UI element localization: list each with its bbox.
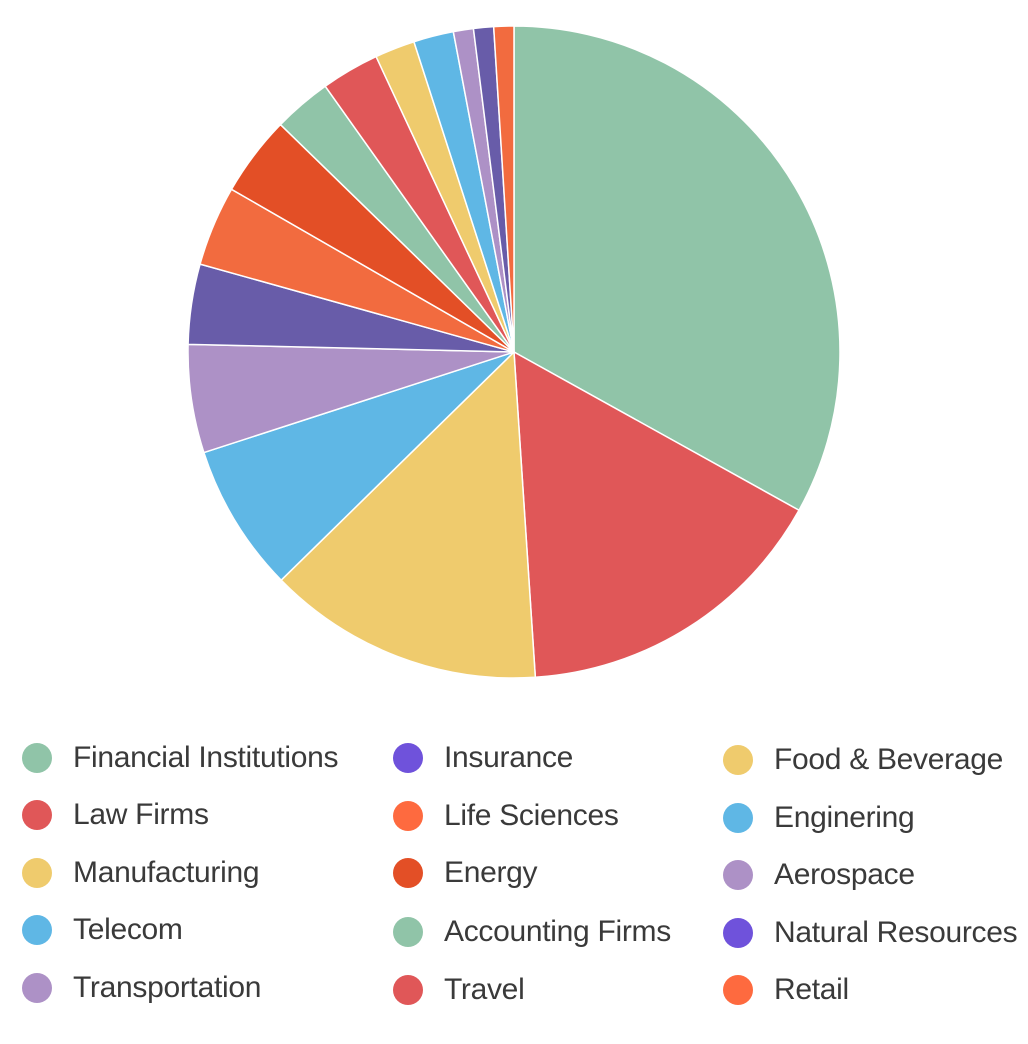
legend-swatch <box>22 858 52 888</box>
legend-item-transportation[interactable]: Transportation <box>22 968 261 1008</box>
legend-swatch <box>723 975 753 1005</box>
legend-label: Enginering <box>774 801 915 834</box>
pie-slice-telecom[interactable] <box>203 351 515 581</box>
legend-label: Travel <box>444 973 525 1006</box>
pie-slice-law-firms[interactable] <box>513 351 800 679</box>
legend-item-aerospace[interactable]: Aerospace <box>723 855 915 895</box>
legend-item-law-firms[interactable]: Law Firms <box>22 795 209 835</box>
legend-swatch <box>723 860 753 890</box>
legend-label: Telecom <box>73 913 183 946</box>
legend-swatch <box>723 803 753 833</box>
legend-item-energy[interactable]: Energy <box>393 853 538 893</box>
legend-swatch <box>22 973 52 1003</box>
pie-chart <box>187 25 841 679</box>
legend-label: Retail <box>774 973 849 1006</box>
legend-swatch <box>22 743 52 773</box>
pie-slice-manufacturing[interactable] <box>280 351 537 679</box>
legend-item-manufacturing[interactable]: Manufacturing <box>22 853 260 893</box>
legend-swatch <box>393 975 423 1005</box>
legend-item-retail[interactable]: Retail <box>723 970 849 1010</box>
legend-label: Transportation <box>73 971 262 1004</box>
legend-label: Energy <box>444 856 538 889</box>
legend-swatch <box>393 743 423 773</box>
pie-slice-financial-institutions[interactable] <box>513 25 841 512</box>
legend-label: Manufacturing <box>73 856 260 889</box>
legend-label: Aerospace <box>774 858 915 891</box>
legend-item-natural-resources[interactable]: Natural Resources <box>723 913 1018 953</box>
legend-item-enginering[interactable]: Enginering <box>723 798 915 838</box>
legend-swatch <box>22 915 52 945</box>
legend-swatch <box>393 858 423 888</box>
legend-item-food-beverage[interactable]: Food & Beverage <box>723 740 1003 780</box>
legend-item-travel[interactable]: Travel <box>393 970 525 1010</box>
legend-label: Insurance <box>444 741 574 774</box>
legend-swatch <box>22 800 52 830</box>
legend-item-insurance[interactable]: Insurance <box>393 738 573 778</box>
legend-swatch <box>393 917 423 947</box>
legend-swatch <box>723 918 753 948</box>
legend-swatch <box>393 801 423 831</box>
pie-slice-retail[interactable] <box>492 25 515 353</box>
legend-label: Natural Resources <box>774 916 1018 949</box>
legend-label: Accounting Firms <box>444 915 671 948</box>
legend-swatch <box>723 745 753 775</box>
legend-item-accounting-firms[interactable]: Accounting Firms <box>393 912 671 952</box>
legend-item-life-sciences[interactable]: Life Sciences <box>393 796 619 836</box>
legend-label: Law Firms <box>73 798 209 831</box>
legend-item-telecom[interactable]: Telecom <box>22 910 183 950</box>
legend-label: Financial Institutions <box>73 741 339 774</box>
legend-label: Life Sciences <box>444 799 619 832</box>
legend-item-financial-institutions[interactable]: Financial Institutions <box>22 738 339 778</box>
legend-label: Food & Beverage <box>774 743 1003 776</box>
chart-legend: Financial Institutions Law Firms Manufac… <box>0 720 1028 1020</box>
